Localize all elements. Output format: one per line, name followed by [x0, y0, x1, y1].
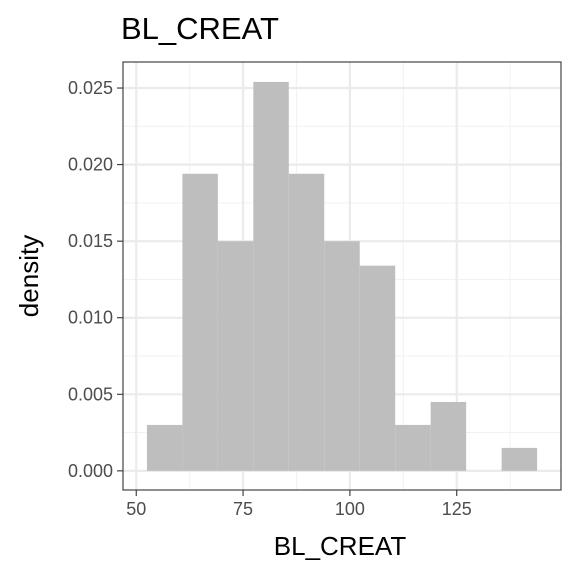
histogram-bar: [501, 447, 538, 471]
histogram-bar: [288, 173, 325, 471]
chart-title: BL_CREAT: [121, 11, 279, 46]
histogram-bar: [359, 265, 396, 471]
histogram-bar: [217, 241, 254, 471]
histogram-bar: [324, 241, 360, 471]
y-axis-ticks: 0.000 0.005 0.010 0.015 0.020 0.025: [68, 78, 123, 481]
y-tick-label: 0.025: [68, 78, 113, 98]
x-tick-label: 125: [442, 499, 472, 519]
x-tick-label: 100: [335, 499, 365, 519]
y-tick-label: 0.015: [68, 231, 113, 251]
histogram-bars: [146, 81, 538, 471]
y-tick-label: 0.020: [68, 155, 113, 175]
x-tick-label: 50: [126, 499, 146, 519]
histogram-bar: [253, 81, 289, 471]
x-axis-title: BL_CREAT: [274, 531, 407, 561]
x-axis-ticks: 50 75 100 125: [126, 490, 472, 519]
y-tick-label: 0.010: [68, 308, 113, 328]
histogram-bar: [182, 173, 218, 471]
panel-border: [122, 61, 562, 491]
x-tick-label: 75: [233, 499, 253, 519]
y-tick-label: 0.000: [68, 461, 113, 481]
y-tick-label: 0.005: [68, 384, 113, 404]
y-axis-title: density: [14, 235, 44, 317]
histogram-bar: [395, 424, 431, 471]
histogram-bar: [146, 424, 183, 471]
histogram-bar: [430, 401, 467, 471]
